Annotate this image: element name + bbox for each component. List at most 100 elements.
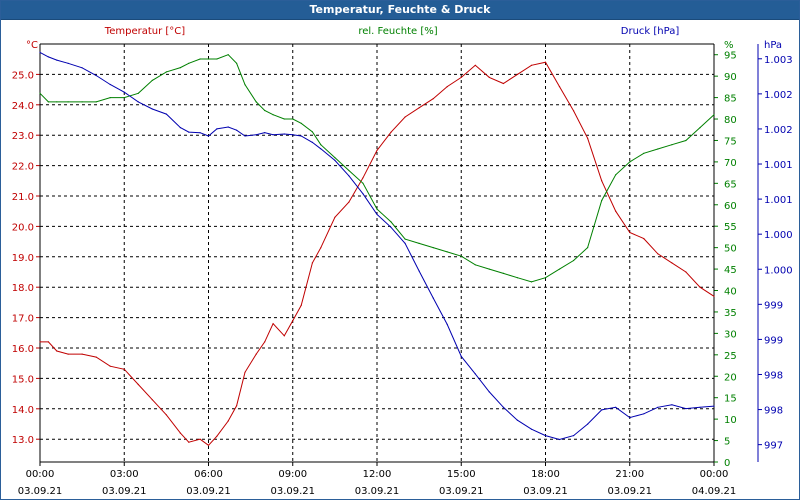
temp-tick-label: 18.0	[12, 283, 34, 294]
temperature-data-point	[530, 64, 533, 66]
humidity-data-point	[47, 101, 50, 103]
pressure-data-point	[376, 213, 378, 215]
pressure-data-point	[516, 419, 519, 421]
pressure-data-point	[362, 193, 364, 195]
pressure-data-point	[488, 391, 490, 393]
humidity-data-point	[657, 148, 659, 150]
humidity-data-point	[362, 182, 364, 184]
press-tick-label: 1.001	[764, 160, 793, 171]
humidity-data-point	[390, 221, 392, 223]
temp-tick-label: 20.0	[12, 222, 34, 233]
humidity-data-point	[151, 79, 153, 81]
pressure-data-point	[179, 127, 181, 129]
hum-tick-label: 40	[724, 287, 737, 298]
press-unit-label: hPa	[764, 40, 782, 51]
humidity-data-point	[227, 54, 229, 56]
hum-tick-label: 60	[724, 201, 737, 212]
humidity-data-point	[244, 84, 246, 86]
temperature-data-point	[418, 107, 420, 109]
temp-tick-label: 14.0	[12, 405, 34, 416]
temperature-data-point	[713, 295, 715, 297]
temperature-data-point	[699, 286, 701, 288]
hum-tick-label: 45	[724, 265, 737, 276]
temperature-data-point	[502, 82, 504, 85]
pressure-data-point	[460, 355, 462, 358]
temperature-data-point	[516, 73, 519, 75]
press-tick-label: 997	[764, 441, 783, 452]
pressure-data-point	[207, 135, 210, 137]
pressure-data-point	[67, 62, 69, 64]
temperature-data-point	[460, 76, 462, 78]
x-tick-time: 00:00	[26, 469, 55, 480]
temperature-data-point	[334, 216, 336, 218]
pressure-data-point	[629, 417, 631, 419]
pressure-data-point	[530, 428, 533, 430]
temperature-data-point	[39, 341, 41, 343]
humidity-data-point	[671, 144, 673, 146]
humidity-data-point	[376, 208, 378, 210]
pressure-data-point	[713, 405, 715, 407]
pressure-data-point	[109, 83, 111, 86]
pressure-data-point	[151, 108, 153, 110]
humidity-data-point	[123, 97, 125, 99]
temperature-data-point	[188, 441, 190, 443]
temperature-data-point	[236, 405, 238, 407]
temperature-data-point	[362, 177, 364, 179]
hum-unit-label: %	[724, 40, 734, 51]
humidity-data-point	[601, 199, 603, 202]
hum-tick-label: 90	[724, 72, 737, 83]
x-tick-time: 09:00	[278, 469, 307, 480]
press-tick-label: 998	[764, 406, 783, 417]
x-tick-date: 03.09.21	[355, 486, 400, 497]
temperature-data-point	[573, 110, 575, 112]
humidity-data-point	[713, 114, 715, 116]
pressure-data-point	[227, 126, 229, 128]
temperature-data-point	[432, 98, 434, 100]
temperature-data-point	[272, 323, 274, 325]
x-tick-date: 03.09.21	[18, 486, 63, 497]
humidity-data-point	[67, 101, 69, 103]
temperature-data-point	[376, 149, 378, 151]
temp-tick-label: 22.0	[12, 162, 34, 173]
humidity-data-point	[236, 62, 238, 64]
x-tick-time: 12:00	[363, 469, 392, 480]
pressure-data-point	[95, 74, 97, 77]
humidity-data-point	[348, 169, 350, 172]
humidity-data-point	[188, 62, 190, 64]
humidity-data-point	[109, 97, 111, 99]
temperature-data-point	[348, 201, 350, 203]
hum-tick-label: 80	[724, 115, 737, 126]
pressure-data-point	[300, 135, 302, 137]
humidity-data-point	[81, 101, 83, 103]
temp-tick-label: 17.0	[12, 314, 34, 325]
humidity-data-point	[685, 139, 687, 142]
temperature-data-point	[292, 320, 294, 322]
temp-unit-label: °C	[26, 40, 38, 51]
temperature-data-point	[601, 180, 603, 182]
pressure-data-point	[573, 435, 575, 437]
temperature-data-point	[255, 353, 257, 355]
x-tick-date: 03.09.21	[270, 486, 315, 497]
pressure-data-point	[348, 175, 350, 177]
pressure-data-point	[446, 323, 448, 325]
press-tick-label: 1.002	[764, 125, 793, 136]
temperature-data-point	[283, 335, 285, 337]
humidity-data-point	[699, 127, 701, 129]
temperature-data-point	[311, 262, 313, 264]
press-tick-label: 999	[764, 335, 783, 346]
temperature-data-point	[109, 365, 111, 367]
pressure-data-point	[236, 129, 238, 131]
pressure-data-point	[47, 56, 50, 58]
x-tick-date: 03.09.21	[186, 486, 231, 497]
humidity-data-point	[446, 251, 448, 253]
humidity-data-point	[615, 174, 617, 176]
humidity-data-point	[573, 259, 575, 262]
x-tick-time: 21:00	[615, 469, 644, 480]
temperature-data-point	[643, 238, 645, 240]
grid-lines	[40, 44, 714, 462]
pressure-data-point	[165, 113, 167, 115]
humidity-data-point	[272, 114, 274, 116]
temperature-data-point	[67, 353, 69, 355]
temperature-data-point	[404, 116, 406, 118]
humidity-data-point	[165, 71, 167, 73]
